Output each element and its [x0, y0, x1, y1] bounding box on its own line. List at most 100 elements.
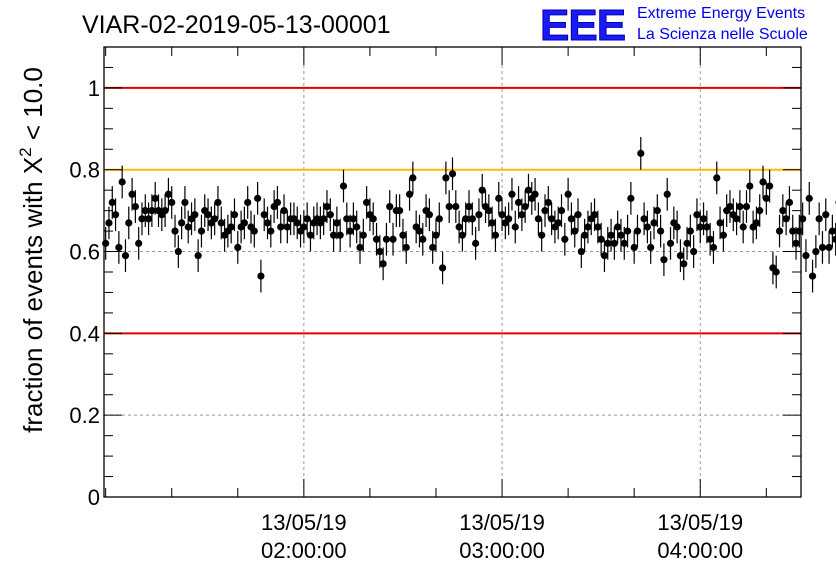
point-marker	[653, 207, 661, 215]
data-point	[657, 214, 665, 248]
point-marker	[541, 207, 549, 215]
point-marker	[544, 198, 552, 207]
point-marker	[349, 215, 358, 223]
x-tick-label-date: 13/05/19	[657, 510, 743, 535]
data-point	[495, 182, 503, 215]
data-point	[719, 218, 727, 252]
data-point	[597, 222, 605, 256]
point-marker	[171, 227, 179, 235]
data-point	[263, 206, 272, 240]
data-point	[584, 210, 592, 244]
point-marker	[673, 223, 681, 231]
point-marker	[511, 223, 519, 231]
data-point	[458, 218, 467, 252]
grid-lines	[104, 47, 801, 497]
data-point	[290, 202, 298, 236]
point-marker	[435, 215, 443, 223]
data-point	[544, 186, 552, 219]
point-marker	[204, 211, 212, 219]
data-point	[742, 190, 751, 223]
point-marker	[782, 215, 790, 223]
data-point	[633, 214, 642, 248]
point-marker	[657, 227, 665, 235]
data-point	[234, 231, 242, 264]
point-marker	[191, 211, 199, 219]
data-point	[686, 214, 694, 248]
point-marker	[762, 194, 770, 202]
point-marker	[495, 194, 503, 202]
point-marker	[742, 202, 751, 211]
point-marker	[775, 227, 784, 235]
point-marker	[779, 207, 787, 215]
data-point	[779, 194, 787, 227]
point-marker	[415, 227, 424, 235]
data-point	[201, 194, 209, 227]
point-marker	[353, 223, 361, 231]
data-point	[448, 157, 457, 191]
point-marker	[197, 227, 206, 235]
point-marker	[475, 211, 483, 219]
data-point	[303, 202, 311, 236]
y-tick-label: 1	[88, 76, 100, 101]
point-marker	[792, 239, 800, 247]
point-marker	[178, 219, 186, 227]
data-point	[607, 218, 615, 252]
point-marker	[766, 182, 774, 190]
data-point	[637, 137, 645, 170]
point-marker	[571, 227, 579, 235]
x-tick-label-date: 13/05/19	[261, 510, 347, 535]
data-point	[432, 218, 440, 252]
point-marker	[524, 186, 533, 194]
logo-letters: EEE	[540, 1, 625, 50]
data-point	[723, 194, 731, 227]
data-point	[419, 222, 427, 256]
point-marker	[293, 219, 301, 227]
data-point	[666, 227, 675, 260]
point-marker	[376, 247, 384, 256]
data-point	[541, 194, 549, 227]
point-marker	[538, 231, 546, 239]
data-point	[214, 186, 222, 219]
point-marker	[168, 198, 176, 207]
data-point	[240, 206, 248, 240]
data-point	[135, 227, 143, 260]
point-marker	[564, 190, 572, 198]
point-marker	[148, 207, 156, 215]
point-marker	[614, 223, 622, 231]
data-point	[557, 194, 566, 227]
data-point	[422, 194, 430, 227]
point-marker	[320, 215, 328, 223]
point-marker	[151, 194, 159, 202]
data-point	[389, 222, 397, 256]
point-marker	[396, 207, 404, 215]
point-marker	[138, 215, 146, 223]
point-marker	[706, 235, 714, 243]
point-marker	[604, 239, 612, 247]
data-point	[481, 190, 490, 223]
data-point	[828, 214, 836, 248]
point-marker	[514, 198, 523, 207]
data-point	[808, 259, 817, 293]
eee-logo: EEE Extreme Energy Events La Scienza nel…	[540, 1, 808, 51]
data-point	[676, 239, 685, 272]
data-point	[647, 231, 655, 264]
point-marker	[650, 219, 658, 227]
data-point	[653, 194, 661, 227]
data-point	[699, 202, 708, 236]
data-point	[564, 177, 572, 211]
point-marker	[382, 235, 391, 243]
data-point	[640, 202, 648, 236]
data-point	[498, 198, 506, 232]
data-point	[739, 210, 747, 244]
data-point	[475, 198, 483, 232]
x-tick-label-time: 03:00:00	[459, 538, 545, 563]
point-marker	[214, 198, 222, 207]
point-marker	[554, 219, 562, 227]
data-point	[211, 202, 219, 236]
data-point	[409, 161, 417, 195]
point-marker	[676, 252, 685, 260]
point-marker	[135, 239, 143, 247]
point-marker	[680, 260, 688, 268]
point-marker	[825, 243, 833, 252]
point-marker	[610, 239, 618, 247]
